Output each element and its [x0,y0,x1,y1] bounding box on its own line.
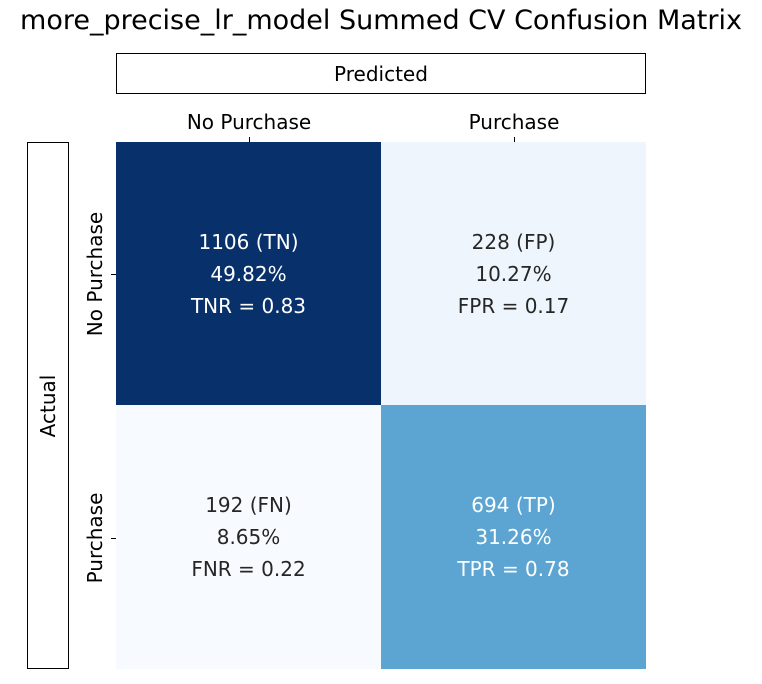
cell-false-negative: 192 (FN) 8.65% FNR = 0.22 [116,405,381,669]
x-axis-title-box: Predicted [116,53,646,94]
cell-rate: TPR = 0.78 [457,557,570,581]
y-axis-title: Actual [36,374,60,438]
y-tick-label-purchase: Purchase [83,492,107,584]
y-tick-mark [111,274,116,275]
cell-rate: FPR = 0.17 [457,293,570,318]
cell-percent: 49.82% [210,261,287,286]
chart-title: more_precise_lr_model Summed CV Confusio… [20,5,742,36]
y-axis-title-box [27,142,69,669]
cell-percent: 31.26% [475,525,552,549]
cell-count: 192 (FN) [205,493,292,517]
cell-true-negative: 1106 (TN) 49.82% TNR = 0.83 [116,142,381,405]
y-tick-mark [111,538,116,539]
cell-true-positive: 694 (TP) 31.26% TPR = 0.78 [381,405,646,669]
x-tick-mark [249,137,250,142]
cell-rate: TNR = 0.83 [190,293,307,318]
y-tick-label-no-purchase: No Purchase [83,211,107,337]
cell-rate: FNR = 0.22 [191,557,306,581]
x-tick-mark [514,137,515,142]
x-tick-label-purchase: Purchase [468,110,560,134]
cell-count: 1106 (TN) [198,229,299,254]
cell-count: 228 (FP) [471,229,556,254]
cell-count: 694 (TP) [471,493,556,517]
cell-percent: 8.65% [216,525,281,549]
x-axis-title: Predicted [334,61,428,86]
x-tick-label-no-purchase: No Purchase [186,110,312,134]
cell-false-positive: 228 (FP) 10.27% FPR = 0.17 [381,142,646,405]
cell-percent: 10.27% [475,261,552,286]
